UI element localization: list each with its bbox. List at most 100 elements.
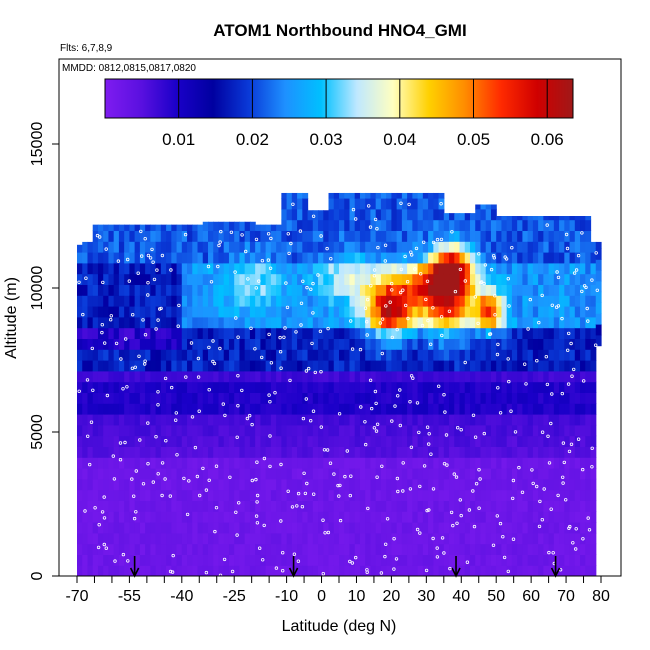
heat-cell [286,252,293,264]
heat-cell [422,532,429,545]
heat-cell [464,306,471,318]
heat-cell [370,306,377,318]
observation-point [384,304,388,308]
observation-point [465,560,470,564]
heat-cell [113,522,120,534]
observation-point [458,498,462,502]
heat-cell [297,208,303,221]
heat-cell [480,327,487,339]
observation-point [102,341,107,345]
heat-cell [171,224,178,231]
heat-cell [496,392,503,404]
heat-cell [412,252,419,264]
observation-point [84,276,88,280]
heat-cell [276,522,282,534]
heat-cell [538,414,544,426]
heat-cell [417,424,424,437]
heat-cell [433,370,440,383]
heat-cell [318,381,324,393]
heat-cell [208,500,214,512]
observation-point [445,463,449,467]
observation-point [535,359,539,363]
heat-cell [318,284,324,296]
heat-cell [270,511,277,523]
observation-point [567,449,572,454]
heat-cell [97,381,104,393]
heat-cell [166,327,172,339]
heat-cell [417,478,424,491]
heat-cell [428,230,434,242]
heat-cell [407,489,413,501]
heat-cell [286,522,293,534]
heat-cell [234,392,241,404]
heat-cell [443,457,450,469]
heat-cell [97,252,104,264]
heat-cell [181,252,188,264]
heat-cell [585,457,592,469]
heat-cell [485,478,492,491]
heat-cell [176,284,183,296]
heat-cell [449,327,455,339]
heat-cell [359,284,366,296]
heat-cell [124,424,130,437]
heat-cell [276,327,282,339]
heat-cell [359,230,366,242]
heat-cell [281,446,288,458]
heat-cell [417,252,424,264]
heat-cell [92,500,99,512]
observation-point [240,388,244,393]
heat-cell [333,522,340,534]
heat-cell [490,489,497,501]
heat-cell [511,511,518,523]
heat-cell [213,403,220,415]
observation-point [498,411,503,415]
observation-point [581,537,585,541]
heat-cell [422,230,429,242]
heat-cell [139,370,146,383]
heat-cell [365,230,372,242]
heat-cell [181,489,188,501]
heat-cell [218,252,225,264]
heat-cell [129,230,136,242]
heat-cell [255,273,261,285]
heat-cell [490,327,497,339]
heat-cell [501,316,508,329]
heat-cell [501,532,508,545]
observation-point [437,384,441,388]
heat-cell [349,392,356,404]
heat-cell [244,489,251,501]
heat-cell [391,230,398,242]
heat-cell [297,554,303,566]
heat-cell [166,284,172,296]
heat-cell [192,403,199,415]
observation-point [363,420,367,424]
observation-point [108,318,113,322]
heat-cell [234,327,241,339]
heat-cell [344,414,351,426]
heat-cell [511,392,518,404]
heat-cell [118,403,125,415]
heat-cell [517,360,523,372]
observation-point [367,204,371,208]
heat-cell [244,370,251,383]
heat-cell [354,457,361,469]
heat-cell [265,349,272,361]
heat-cell [380,370,387,383]
observation-point [426,318,430,323]
heat-cell [218,435,225,447]
heat-cell [228,295,235,307]
heat-cell [139,403,146,415]
heat-cell [412,565,419,576]
heat-cell [281,360,288,372]
heat-cell [438,414,445,426]
heat-cell [475,381,482,393]
heat-cell [485,370,492,383]
heat-cell [580,392,586,404]
heat-cell [181,478,188,491]
heat-cell [585,500,592,512]
heat-cell [375,489,382,501]
heat-cell [286,306,293,318]
heat-cell [485,543,492,555]
heat-cell [380,252,387,264]
heat-cell [344,489,351,501]
